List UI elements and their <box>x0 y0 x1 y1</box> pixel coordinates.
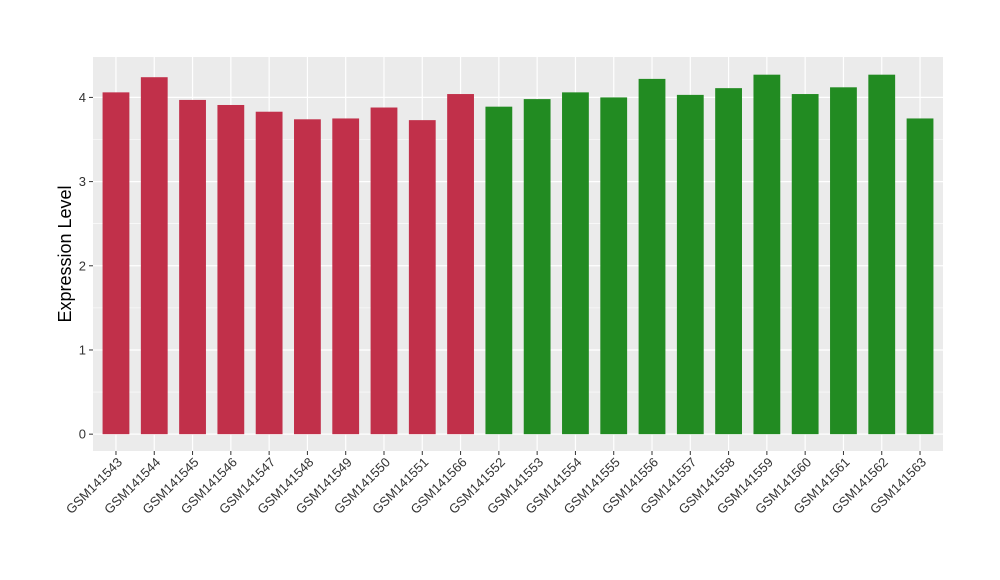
bar-GSM141556 <box>638 78 666 435</box>
y-axis-title: Expression Level <box>55 185 75 322</box>
bar-GSM141558 <box>715 88 742 435</box>
bar-GSM141563 <box>906 118 934 435</box>
y-tick-label: 3 <box>79 174 86 189</box>
bar-GSM141544 <box>140 77 168 435</box>
bar-GSM141550 <box>370 107 398 435</box>
bar-GSM141555 <box>600 97 628 435</box>
bar-GSM141549 <box>332 118 360 435</box>
bar-GSM141561 <box>830 87 857 435</box>
bar-GSM141552 <box>485 106 513 435</box>
y-tick-label: 1 <box>79 342 86 357</box>
bar-GSM141545 <box>179 99 206 435</box>
y-tick-label: 0 <box>79 427 86 442</box>
bar-GSM141551 <box>408 120 436 435</box>
bar-GSM141547 <box>255 111 283 435</box>
bar-GSM141543 <box>102 92 130 435</box>
y-tick-label: 2 <box>79 258 86 273</box>
bar-GSM141554 <box>562 92 589 435</box>
bar-GSM141560 <box>791 94 819 435</box>
bar-GSM141559 <box>753 74 781 435</box>
y-tick-label: 4 <box>79 90 86 105</box>
bars <box>102 74 934 435</box>
bar-GSM141553 <box>523 99 551 435</box>
bar-GSM141546 <box>217 104 245 435</box>
bar-GSM141548 <box>294 119 321 435</box>
bar-GSM141566 <box>447 94 474 435</box>
y-axis: 0 1 2 3 4 <box>79 90 93 442</box>
bar-GSM141562 <box>868 74 896 435</box>
bar-GSM141557 <box>676 94 704 435</box>
x-axis: GSM141543GSM141544GSM141545GSM141546GSM1… <box>63 451 929 517</box>
